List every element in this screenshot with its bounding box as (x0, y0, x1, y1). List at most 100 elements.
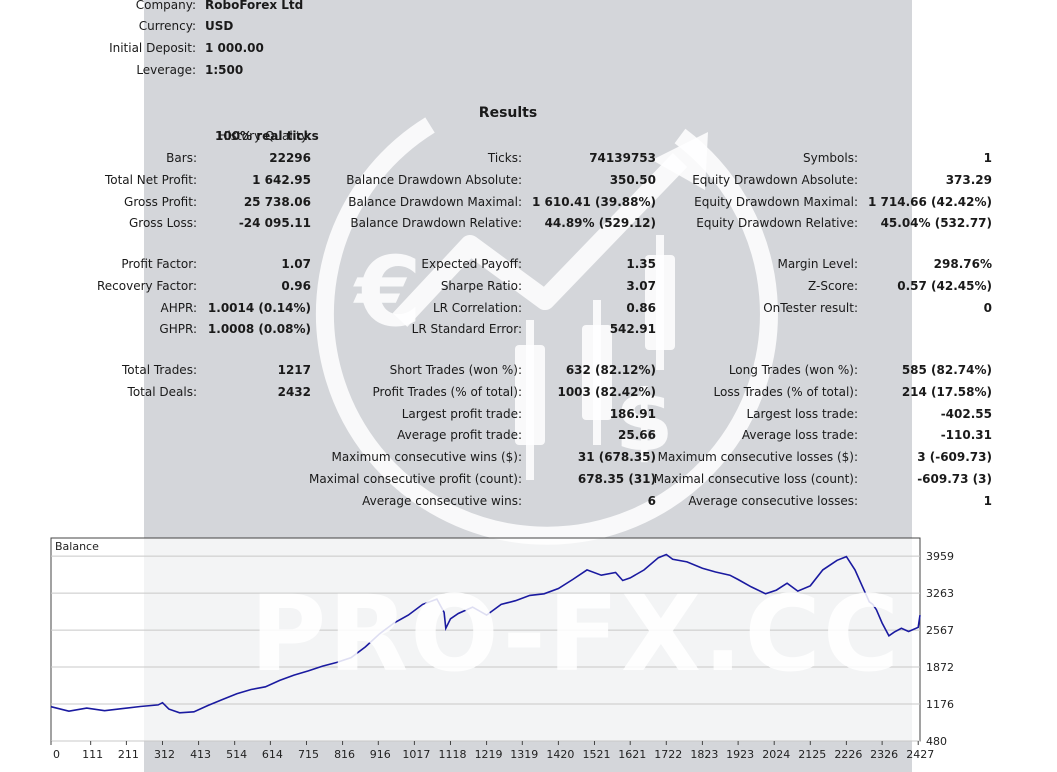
total-deals-value: 2432 (277, 385, 311, 399)
x-tick-label: 1118 (438, 748, 466, 761)
watermark-text: PRO-FX.CC (250, 573, 902, 695)
sharpe-ratio-value: 3.07 (626, 279, 656, 293)
short-trades-label: Short Trades (won %): (389, 363, 522, 377)
max-consecutive-loss-label: Maximal consecutive loss (count): (653, 472, 858, 486)
equity-dd-relative-label: Equity Drawdown Relative: (696, 216, 858, 230)
history-quality-value: 100% real ticks (215, 129, 319, 143)
chart-grid (51, 555, 920, 742)
profit-trades-label: Profit Trades (% of total): (372, 385, 522, 399)
x-tick-label: 715 (298, 748, 319, 761)
expected-payoff-value: 1.35 (626, 257, 656, 271)
x-tick-label: 1017 (402, 748, 430, 761)
loss-trades-label: Loss Trades (% of total): (713, 385, 859, 399)
x-tick-label: 0 (53, 748, 60, 761)
x-tick-label: 2326 (870, 748, 898, 761)
bars-value: 22296 (269, 151, 311, 165)
y-tick-label: 480 (926, 735, 947, 748)
symbols-value: 1 (983, 151, 992, 165)
net-profit-label: Total Net Profit: (104, 173, 197, 187)
x-tick-label: 1923 (726, 748, 754, 761)
x-tick-label: 614 (262, 748, 283, 761)
x-tick-label: 1521 (582, 748, 610, 761)
profit-trades-value: 1003 (82.42%) (557, 385, 656, 399)
largest-loss-label: Largest loss trade: (746, 407, 858, 421)
largest-profit-label: Largest profit trade: (401, 407, 522, 421)
ticks-value: 74139753 (589, 151, 656, 165)
long-trades-label: Long Trades (won %): (728, 363, 858, 377)
profit-factor-label: Profit Factor: (121, 257, 197, 271)
x-tick-label: 1621 (618, 748, 646, 761)
x-tick-label: 211 (118, 748, 139, 761)
loss-trades-value: 214 (17.58%) (901, 385, 992, 399)
average-consecutive-wins-label: Average consecutive wins: (362, 494, 522, 508)
equity-dd-maximal-value: 1 714.66 (42.42%) (868, 195, 992, 209)
lr-correlation-label: LR Correlation: (432, 301, 522, 315)
x-tick-label: 2427 (906, 748, 934, 761)
chart-plot-area (50, 537, 921, 742)
balance-dd-relative-label: Balance Drawdown Relative: (350, 216, 522, 230)
lr-correlation-value: 0.86 (626, 301, 656, 315)
ticks-label: Ticks: (487, 151, 522, 165)
average-loss-value: -110.31 (940, 428, 992, 442)
x-tick-label: 111 (82, 748, 103, 761)
ghpr-value: 1.0008 (0.08%) (207, 322, 311, 336)
max-consecutive-profit-value: 678.35 (31) (577, 472, 656, 486)
equity-dd-relative-value: 45.04% (532.77) (880, 216, 992, 230)
average-loss-label: Average loss trade: (741, 428, 858, 442)
largest-profit-value: 186.91 (609, 407, 656, 421)
x-tick-label: 2226 (834, 748, 862, 761)
balance-dd-absolute-value: 350.50 (609, 173, 656, 187)
chart-title: Balance (55, 540, 99, 553)
y-tick-label: 1872 (926, 661, 954, 674)
total-deals-label: Total Deals: (127, 385, 197, 399)
balance-dd-maximal-value: 1 610.41 (39.88%) (532, 195, 656, 209)
gross-loss-label: Gross Loss: (129, 216, 197, 230)
max-consecutive-losses-value: 3 (-609.73) (917, 450, 992, 464)
initial-deposit-value: 1 000.00 (205, 41, 264, 55)
leverage-value: 1:500 (205, 63, 244, 77)
symbols-label: Symbols: (803, 151, 858, 165)
x-tick-label: 312 (154, 748, 175, 761)
gross-profit-label: Gross Profit: (124, 195, 197, 209)
currency-label: Currency: (138, 19, 196, 33)
y-axis-ticks: 480 1176 1872 2567 3263 3959 (926, 550, 954, 748)
currency-value: USD (205, 19, 234, 33)
max-consecutive-loss-value: -609.73 (3) (917, 472, 992, 486)
margin-level-value: 298.76% (933, 257, 992, 271)
net-profit-value: 1 642.95 (252, 173, 311, 187)
company-label: Company: (135, 0, 196, 12)
lr-standard-error-label: LR Standard Error: (411, 322, 522, 336)
leverage-label: Leverage: (136, 63, 196, 77)
lr-standard-error-value: 542.91 (609, 322, 656, 336)
x-tick-label: 2024 (762, 748, 790, 761)
z-score-value: 0.57 (42.45%) (897, 279, 992, 293)
x-tick-label: 816 (334, 748, 355, 761)
balance-chart: 480 1176 1872 2567 3263 3959 0 111 211 312 413 514… (50, 537, 954, 761)
long-trades-value: 585 (82.74%) (901, 363, 992, 377)
balance-dd-absolute-label: Balance Drawdown Absolute: (346, 173, 522, 187)
max-consecutive-losses-label: Maximum consecutive losses ($): (657, 450, 858, 464)
profit-factor-value: 1.07 (281, 257, 311, 271)
margin-level-label: Margin Level: (777, 257, 858, 271)
short-trades-value: 632 (82.12%) (565, 363, 656, 377)
z-score-label: Z-Score: (808, 279, 858, 293)
company-value: RoboForex Ltd (205, 0, 304, 12)
total-trades-value: 1217 (277, 363, 311, 377)
sharpe-ratio-label: Sharpe Ratio: (440, 279, 522, 293)
average-consecutive-losses-value: 1 (983, 494, 992, 508)
initial-deposit-label: Initial Deposit: (109, 41, 196, 55)
average-consecutive-wins-value: 6 (647, 494, 656, 508)
balance-series-line (50, 553, 921, 714)
ahpr-value: 1.0014 (0.14%) (207, 301, 311, 315)
recovery-factor-value: 0.96 (281, 279, 311, 293)
x-axis-ticks: 0 111 211 312 413 514 614 715 816 916 1017 1118 1219… (50, 741, 934, 761)
x-tick-label: 1420 (546, 748, 574, 761)
x-tick-label: 514 (226, 748, 247, 761)
gross-loss-value: -24 095.11 (238, 216, 311, 230)
largest-loss-value: -402.55 (940, 407, 992, 421)
x-tick-label: 1319 (510, 748, 538, 761)
x-tick-label: 413 (190, 748, 211, 761)
y-tick-label: 3959 (926, 550, 954, 563)
ontester-label: OnTester result: (763, 301, 858, 315)
balance-dd-relative-value: 44.89% (529.12) (544, 216, 656, 230)
